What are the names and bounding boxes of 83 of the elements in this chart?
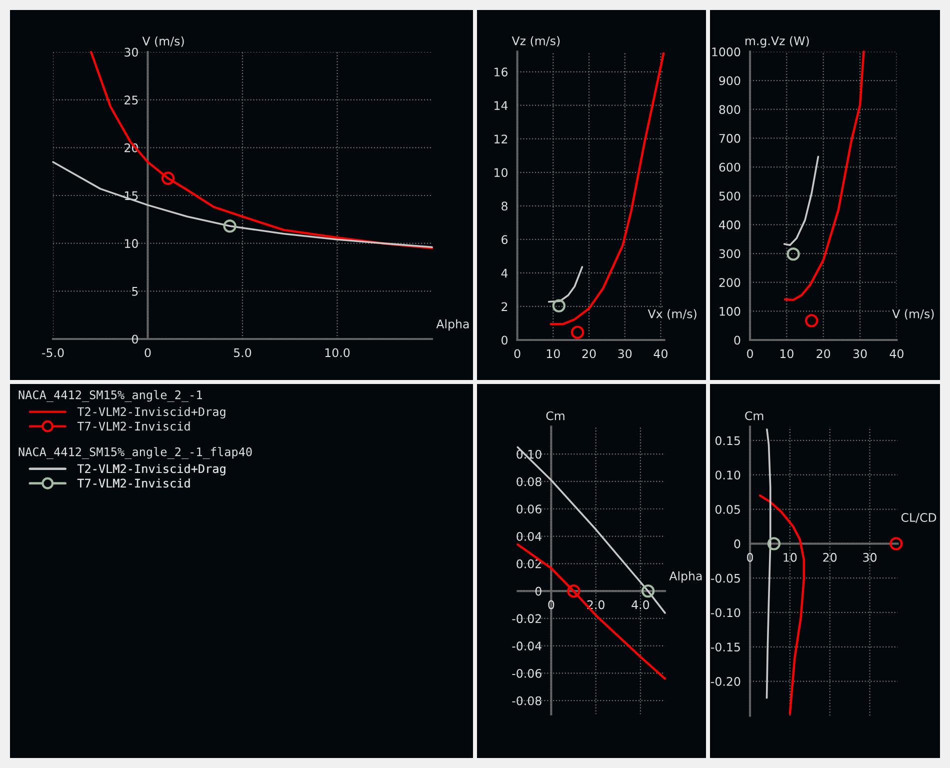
y-tick-label: 2 <box>502 302 508 311</box>
y-tick-label: -0.02 <box>512 614 541 624</box>
y-tick-label: 700 <box>719 134 740 143</box>
y-tick-label: 200 <box>719 278 740 287</box>
x-tick-label: 20 <box>816 349 830 358</box>
y-tick-label: 6 <box>502 235 508 244</box>
y-tick-label: 0.06 <box>516 504 542 514</box>
x-tick-label: 10.0 <box>325 348 350 358</box>
y-tick-label: 800 <box>719 105 740 114</box>
legend-label: T2-VLM2-Inviscid+Drag <box>77 406 226 418</box>
y-tick-label: 600 <box>719 162 740 172</box>
x-axis-title: Alpha <box>436 319 469 331</box>
y-tick-label: -0.04 <box>512 642 542 650</box>
line-series <box>784 50 865 302</box>
y-tick-label: 400 <box>719 220 740 230</box>
x-axis-title: Alpha <box>669 571 702 583</box>
y-tick-label: 100 <box>720 306 740 316</box>
x-tick-label: 20 <box>582 349 596 358</box>
y-tick-label: 0.08 <box>516 477 542 486</box>
y-axis-title: V (m/s) <box>142 36 184 47</box>
x-tick-label: 30 <box>863 552 876 562</box>
y-tick-label: 5 <box>132 287 138 296</box>
y-axis-title: m.g.Vz (W) <box>746 36 809 48</box>
y-tick-label: -0.15 <box>711 642 740 652</box>
y-tick-label: 0 <box>734 539 740 548</box>
y-tick-label: 10 <box>494 168 508 178</box>
y-tick-label: 16 <box>494 68 508 76</box>
y-tick-label: 25 <box>124 96 138 104</box>
y-tick-label: 900 <box>719 76 740 86</box>
line-series <box>758 494 805 715</box>
y-tick-label: 0.10 <box>715 470 740 480</box>
y-axis-title: Cm <box>745 411 764 420</box>
x-axis-title: Vx (m/s) <box>648 309 696 320</box>
y-tick-label: 0.15 <box>715 436 740 446</box>
x-tick-label: 5.0 <box>234 348 252 358</box>
y-tick-label: 0.05 <box>715 504 740 514</box>
x-tick-label: 40 <box>654 349 668 358</box>
y-tick-label: 30 <box>124 48 138 57</box>
y-tick-label: 12 <box>494 134 508 144</box>
x-tick-label: 0 <box>747 349 753 358</box>
x-axis-title: V (m/s) <box>892 309 934 320</box>
x-axis-title: CL/CD <box>901 513 936 523</box>
x-tick-label: 0 <box>144 348 151 358</box>
text: NACA_4412_SM15%_angle_2_-1_flap40 <box>18 447 252 459</box>
y-tick-label: -0.08 <box>512 696 542 706</box>
x-tick-label: 40 <box>890 349 904 358</box>
y-tick-label: 8 <box>502 202 508 211</box>
y-tick-label: 10 <box>124 239 138 248</box>
y-tick-label: -0.06 <box>512 668 542 678</box>
x-tick-label: 0 <box>548 600 554 610</box>
y-tick-label: -0.05 <box>711 574 740 583</box>
y-tick-label: 4 <box>501 268 508 278</box>
y-tick-label: 0.02 <box>516 559 541 568</box>
y-tick-label: 0 <box>535 586 542 596</box>
x-tick-label: 30 <box>618 349 632 358</box>
y-tick-label: 14 <box>494 101 508 110</box>
text: NACA_4412_SM15%_angle_2_-1 <box>18 390 202 402</box>
line-series <box>550 52 665 326</box>
y-tick-label: 300 <box>719 249 740 258</box>
y-tick-label: 0 <box>132 334 138 344</box>
x-tick-label: 10 <box>546 349 560 358</box>
legend-label: T7-VLM2-Inviscid <box>77 421 190 431</box>
y-axis-title: Vz (m/s) <box>512 36 560 47</box>
x-tick-label: 4.0 <box>632 600 650 610</box>
x-tick-label: 20 <box>823 552 837 562</box>
line-series <box>783 156 820 246</box>
x-tick-label: 30 <box>853 349 867 358</box>
x-tick-label: 10 <box>784 552 797 562</box>
y-tick-label: 0 <box>734 336 740 345</box>
y-axis-title: Cm <box>546 411 564 420</box>
legend-label: T2-VLM2-Inviscid+Drag <box>77 464 226 476</box>
y-tick-label: -0.20 <box>711 677 740 686</box>
y-tick-label: -0.10 <box>711 608 740 618</box>
x-tick-label: -5.0 <box>42 348 64 358</box>
line-series <box>516 446 666 614</box>
y-tick-label: 500 <box>719 192 740 201</box>
x-tick-label: 10 <box>780 349 794 358</box>
legend-label: T7-VLM2-Inviscid <box>77 478 190 488</box>
x-tick-label: 0 <box>747 552 753 562</box>
line-series <box>52 161 433 248</box>
y-tick-label: 0.04 <box>516 532 542 541</box>
y-tick-label: 1000 <box>712 47 740 56</box>
y-tick-label: 0 <box>502 336 508 345</box>
